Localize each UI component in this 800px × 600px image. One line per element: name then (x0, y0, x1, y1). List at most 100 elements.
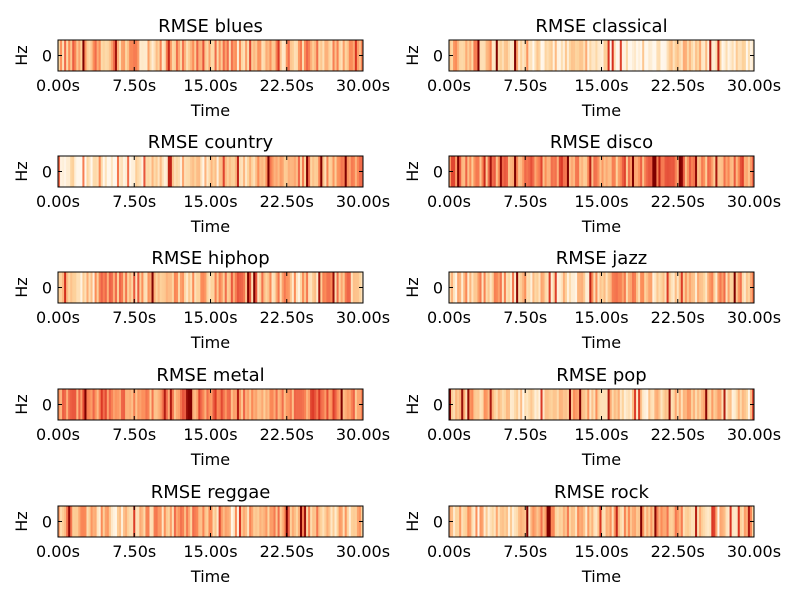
plot-rmse-metal: RMSE metal 0 Hz 0.00s 7.50s 15.00s 22.50s 30.00… (12, 365, 390, 469)
x-tick-label: 22.50s (260, 542, 314, 561)
plot-rmse-rock: RMSE rock 0 Hz 0.00s 7.50s 15.00s 22.50s 30.00s… (403, 482, 781, 586)
plot-title: RMSE blues (158, 16, 263, 37)
rmse-heatmap (449, 40, 754, 71)
x-tick-label: 30.00s (727, 308, 781, 327)
x-tick-label: 0.00s (427, 542, 471, 561)
x-tick-label: 7.50s (112, 308, 156, 327)
x-axis-label: Time (190, 217, 230, 236)
x-tick-label: 0.00s (36, 192, 80, 211)
y-tick-label: 0 (433, 396, 443, 415)
x-axis-label: Time (190, 450, 230, 469)
x-tick-label: 22.50s (651, 542, 705, 561)
x-tick-label: 22.50s (260, 76, 314, 95)
y-axis-label: Hz (12, 394, 31, 414)
x-axis-label: Time (581, 101, 621, 120)
y-axis-label: Hz (403, 277, 422, 297)
x-tick-label: 22.50s (651, 308, 705, 327)
x-tick-label: 0.00s (427, 76, 471, 95)
x-tick-label: 22.50s (651, 192, 705, 211)
x-tick-label: 30.00s (336, 76, 390, 95)
x-tick-label: 15.00s (183, 542, 237, 561)
x-tick-label: 15.00s (574, 425, 628, 444)
x-tick-label: 0.00s (427, 425, 471, 444)
x-tick-label: 15.00s (183, 308, 237, 327)
x-tick-label: 7.50s (112, 542, 156, 561)
x-axis-label: Time (190, 333, 230, 352)
y-tick-label: 0 (42, 279, 52, 298)
x-tick-label: 7.50s (112, 425, 156, 444)
plot-rmse-disco: RMSE disco 0 Hz 0.00s 7.50s 15.00s 22.50s 30.00… (403, 132, 781, 236)
x-tick-label: 30.00s (727, 542, 781, 561)
x-tick-label: 30.00s (336, 425, 390, 444)
x-tick-label: 7.50s (503, 425, 547, 444)
plot-title: RMSE pop (556, 365, 646, 386)
y-axis-label: Hz (403, 394, 422, 414)
x-tick-label: 15.00s (574, 542, 628, 561)
x-axis-label: Time (190, 101, 230, 120)
x-tick-label: 0.00s (36, 542, 80, 561)
x-axis-label: Time (581, 217, 621, 236)
plot-title: RMSE metal (156, 365, 264, 386)
x-tick-label: 0.00s (36, 308, 80, 327)
rmse-heatmap (449, 389, 754, 420)
y-axis-label: Hz (12, 511, 31, 531)
x-tick-label: 15.00s (574, 192, 628, 211)
y-axis-label: Hz (12, 161, 31, 181)
x-tick-label: 30.00s (727, 76, 781, 95)
x-axis-label: Time (581, 450, 621, 469)
plot-rmse-classical: RMSE classical 0 Hz 0.00s 7.50s 15.00s 22.50s 3… (403, 16, 781, 120)
x-tick-label: 22.50s (260, 308, 314, 327)
plot-title: RMSE classical (535, 16, 667, 37)
y-tick-label: 0 (42, 47, 52, 66)
plot-title: RMSE hiphop (151, 248, 269, 269)
y-axis-label: Hz (12, 277, 31, 297)
x-tick-label: 22.50s (651, 76, 705, 95)
rmse-heatmap (449, 272, 754, 303)
x-tick-label: 15.00s (574, 76, 628, 95)
x-axis-label: Time (190, 567, 230, 586)
rmse-heatmap (58, 156, 363, 187)
plot-rmse-pop: RMSE pop 0 Hz 0.00s 7.50s 15.00s 22.50s 30.00s T… (403, 365, 781, 469)
y-axis-label: Hz (403, 161, 422, 181)
plot-rmse-country: RMSE country 0 Hz 0.00s 7.50s 15.00s 22.50s 30.… (12, 132, 390, 236)
x-tick-label: 0.00s (427, 308, 471, 327)
x-tick-label: 7.50s (503, 308, 547, 327)
x-tick-label: 7.50s (503, 192, 547, 211)
y-tick-label: 0 (42, 513, 52, 532)
x-tick-label: 22.50s (260, 192, 314, 211)
x-tick-label: 7.50s (112, 76, 156, 95)
y-axis-label: Hz (12, 45, 31, 65)
x-tick-label: 30.00s (727, 192, 781, 211)
x-axis-label: Time (581, 333, 621, 352)
y-tick-label: 0 (433, 163, 443, 182)
x-tick-label: 30.00s (727, 425, 781, 444)
rmse-heatmap (449, 156, 754, 187)
y-tick-label: 0 (42, 396, 52, 415)
plot-title: RMSE country (148, 132, 274, 153)
x-tick-label: 0.00s (36, 425, 80, 444)
y-tick-label: 0 (433, 279, 443, 298)
y-tick-label: 0 (42, 163, 52, 182)
x-tick-label: 15.00s (183, 76, 237, 95)
x-tick-label: 22.50s (260, 425, 314, 444)
y-axis-label: Hz (403, 45, 422, 65)
x-tick-label: 22.50s (651, 425, 705, 444)
rmse-heatmap (58, 389, 363, 420)
x-tick-label: 7.50s (112, 192, 156, 211)
x-axis-label: Time (581, 567, 621, 586)
x-tick-label: 0.00s (36, 76, 80, 95)
x-tick-label: 7.50s (503, 542, 547, 561)
rmse-heatmap (449, 506, 754, 537)
plot-title: RMSE jazz (556, 248, 648, 269)
rmse-heatmap (58, 506, 363, 537)
rmse-heatmap (58, 40, 363, 71)
plot-rmse-blues: RMSE blues 0 Hz 0.00s 7.50s 15.00s 22.50s 30.00… (12, 16, 390, 120)
plot-rmse-reggae: RMSE reggae 0 Hz 0.00s 7.50s 15.00s 22.50s 30.0… (12, 482, 390, 586)
y-axis-label: Hz (403, 511, 422, 531)
plot-rmse-jazz: RMSE jazz 0 Hz 0.00s 7.50s 15.00s 22.50s 30.00s… (403, 248, 781, 352)
x-tick-label: 15.00s (574, 308, 628, 327)
plot-title: RMSE rock (554, 482, 649, 503)
y-tick-label: 0 (433, 513, 443, 532)
plot-title: RMSE disco (550, 132, 653, 153)
